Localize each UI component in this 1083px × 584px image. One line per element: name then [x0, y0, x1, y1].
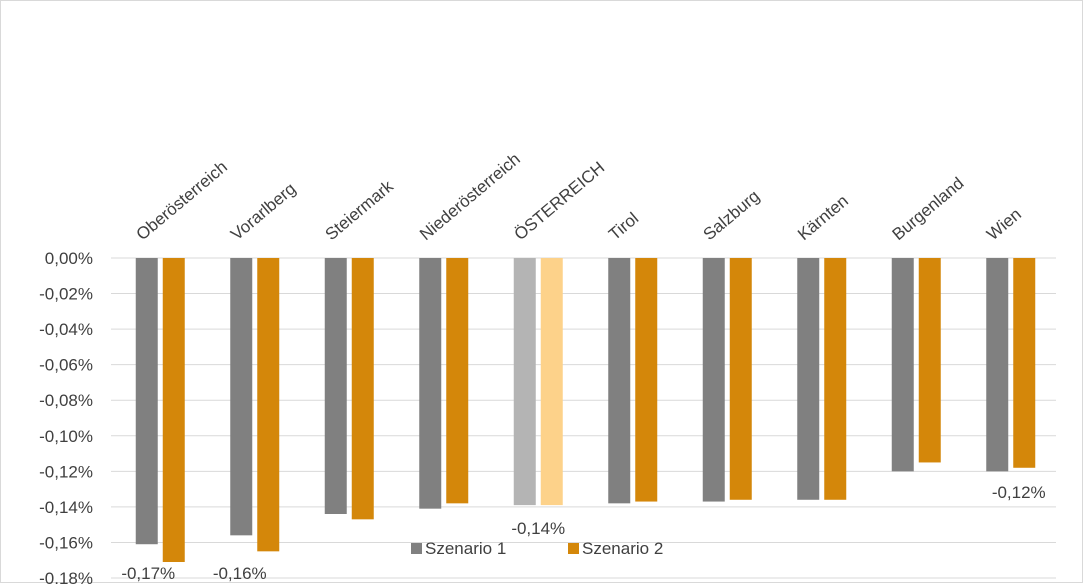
y-tick-label: -0,04% — [39, 320, 93, 339]
legend: Szenario 1 Szenario 2 — [411, 539, 663, 558]
bar-tirol-szenario-1 — [608, 258, 631, 504]
category-label-wien: Wien — [983, 205, 1025, 244]
legend-label-szenario-2: Szenario 2 — [582, 539, 663, 558]
data-label: -0,14% — [511, 519, 565, 538]
category-label-steiermark: Steiermark — [322, 176, 398, 244]
bar-oberosterreich-szenario-1 — [135, 258, 158, 545]
bar-salzburg-szenario-1 — [702, 258, 725, 502]
category-label-salzburg: Salzburg — [700, 186, 764, 244]
category-label-vorarlberg: Vorarlberg — [227, 179, 299, 244]
category-label-karnten: Kärnten — [794, 191, 852, 244]
bar-vorarlberg-szenario-1 — [230, 258, 253, 536]
legend-swatch-szenario-1 — [411, 543, 422, 554]
y-tick-label: -0,16% — [39, 533, 93, 552]
bars — [135, 258, 1036, 562]
data-label: -0,17% — [121, 564, 175, 583]
data-label: -0,12% — [992, 483, 1046, 502]
y-tick-label: -0,08% — [39, 391, 93, 410]
data-label: -0,16% — [213, 564, 267, 583]
bar-burgenland-szenario-1 — [891, 258, 914, 472]
y-tick-label: -0,14% — [39, 498, 93, 517]
bar-karnten-szenario-2 — [824, 258, 847, 500]
category-label-oberosterreich: Oberösterreich — [133, 157, 231, 244]
category-label-tirol: Tirol — [605, 209, 642, 244]
bar-wien-szenario-1 — [986, 258, 1009, 472]
legend-label-szenario-1: Szenario 1 — [425, 539, 506, 558]
y-tick-label: -0,10% — [39, 427, 93, 446]
y-axis-ticks: 0,00% -0,02% -0,04% -0,06% -0,08% -0,10% -0,12… — [39, 249, 93, 584]
bar-karnten-szenario-1 — [797, 258, 820, 500]
bar-wien-szenario-2 — [1013, 258, 1036, 468]
bar-steiermark-szenario-2 — [351, 258, 374, 520]
bar-tirol-szenario-2 — [635, 258, 658, 502]
y-tick-label: -0,12% — [39, 462, 93, 481]
bar-osterreich-szenario-1 — [513, 258, 536, 506]
y-tick-label: -0,18% — [39, 569, 93, 584]
bar-osterreich-szenario-2 — [540, 258, 563, 506]
data-labels: -0,17% -0,16% -0,14% -0,12% — [121, 483, 1045, 583]
bar-burgenland-szenario-2 — [918, 258, 941, 463]
bar-vorarlberg-szenario-2 — [257, 258, 280, 552]
category-label-niederosterreich: Niederösterreich — [416, 149, 524, 244]
bar-niederosterreich-szenario-1 — [419, 258, 442, 509]
y-tick-label: -0,02% — [39, 285, 93, 304]
category-label-osterreich: ÖSTERREICH — [511, 158, 609, 244]
y-tick-label: 0,00% — [45, 249, 93, 268]
gridlines — [111, 257, 1056, 579]
bar-salzburg-szenario-2 — [729, 258, 752, 500]
bar-oberosterreich-szenario-2 — [162, 258, 185, 562]
bar-niederosterreich-szenario-2 — [446, 258, 469, 504]
bar-steiermark-szenario-1 — [324, 258, 347, 514]
y-tick-label: -0,06% — [39, 356, 93, 375]
category-label-burgenland: Burgenland — [889, 174, 968, 244]
legend-swatch-szenario-2 — [568, 543, 579, 554]
